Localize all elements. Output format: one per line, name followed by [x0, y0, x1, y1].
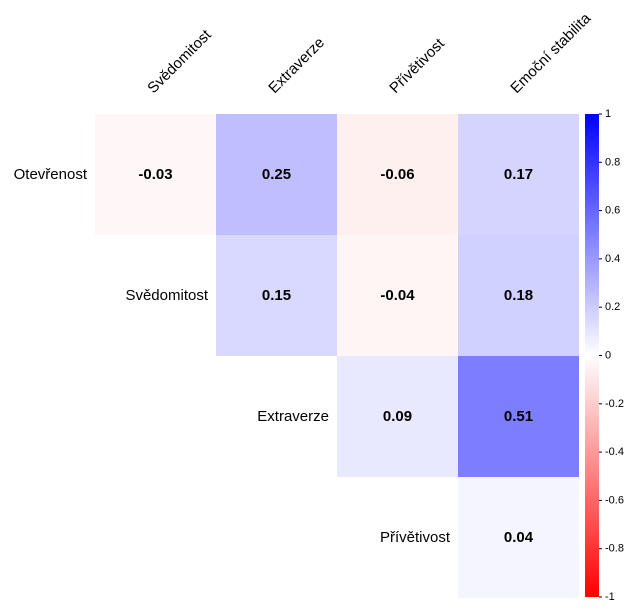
row-label: Přívětivost	[380, 529, 451, 546]
colorbar-tick-label: -0.4	[605, 446, 624, 458]
colorbar-tick-label: 0.2	[605, 301, 620, 313]
cell-value-label: 0.18	[504, 287, 533, 304]
heatmap-cell	[216, 235, 337, 356]
colorbar: 1 0.8 0.6 0.4 0.2 0 -0.2 -0.4 -0.6 -0.8 -1	[585, 108, 624, 603]
cell-value-label: 0.04	[504, 529, 534, 546]
cell-value-label: 0.17	[504, 166, 533, 183]
cell-value-label: -0.06	[380, 166, 414, 183]
colorbar-tick-label: -1	[605, 591, 615, 603]
heatmap-cell	[458, 114, 579, 235]
column-label: Emoční stabilita	[507, 9, 594, 96]
heatmap-cell	[458, 477, 579, 598]
heatmap-cell	[95, 114, 216, 235]
cell-value-label: 0.25	[262, 166, 291, 183]
column-label: Extraverze	[265, 34, 328, 97]
column-labels: Svědomitost Extraverze Přívětivost Emoční s…	[144, 9, 594, 96]
row-labels: Otevřenost Svědomitost Extraverze Přívětivo…	[14, 166, 451, 546]
heatmap-cell	[216, 114, 337, 235]
cells-layer: -0.03 0.25 -0.06 0.17 0.15 -0.04 0.18 0.09 0.51 0…	[95, 114, 579, 598]
colorbar-tick-label: -0.8	[605, 543, 624, 555]
colorbar-tick-label: 0.4	[605, 253, 620, 265]
colorbar-tick-label: 1	[605, 108, 611, 120]
row-label: Svědomitost	[125, 287, 208, 304]
colorbar-gradient	[585, 114, 599, 597]
cell-value-label: 0.15	[262, 287, 291, 304]
row-label: Extraverze	[257, 408, 329, 425]
colorbar-tick-label: -0.2	[605, 398, 624, 410]
column-label: Svědomitost	[144, 26, 215, 97]
heatmap-cell	[337, 356, 458, 477]
heatmap-cell	[458, 235, 579, 356]
cell-value-label: 0.09	[383, 408, 412, 425]
heatmap-cell	[337, 235, 458, 356]
column-label: Přívětivost	[386, 35, 448, 97]
colorbar-tick-label: 0	[605, 350, 611, 362]
colorbar-tick-label: 0.6	[605, 205, 620, 217]
row-label: Otevřenost	[14, 166, 88, 183]
heatmap-cell	[337, 114, 458, 235]
heatmap-cell	[458, 356, 579, 477]
cell-value-label: -0.04	[380, 287, 415, 304]
colorbar-tick-label: 0.8	[605, 156, 620, 168]
cell-value-label: -0.03	[138, 166, 172, 183]
cell-value-label: 0.51	[504, 408, 533, 425]
colorbar-tick-label: -0.6	[605, 494, 624, 506]
